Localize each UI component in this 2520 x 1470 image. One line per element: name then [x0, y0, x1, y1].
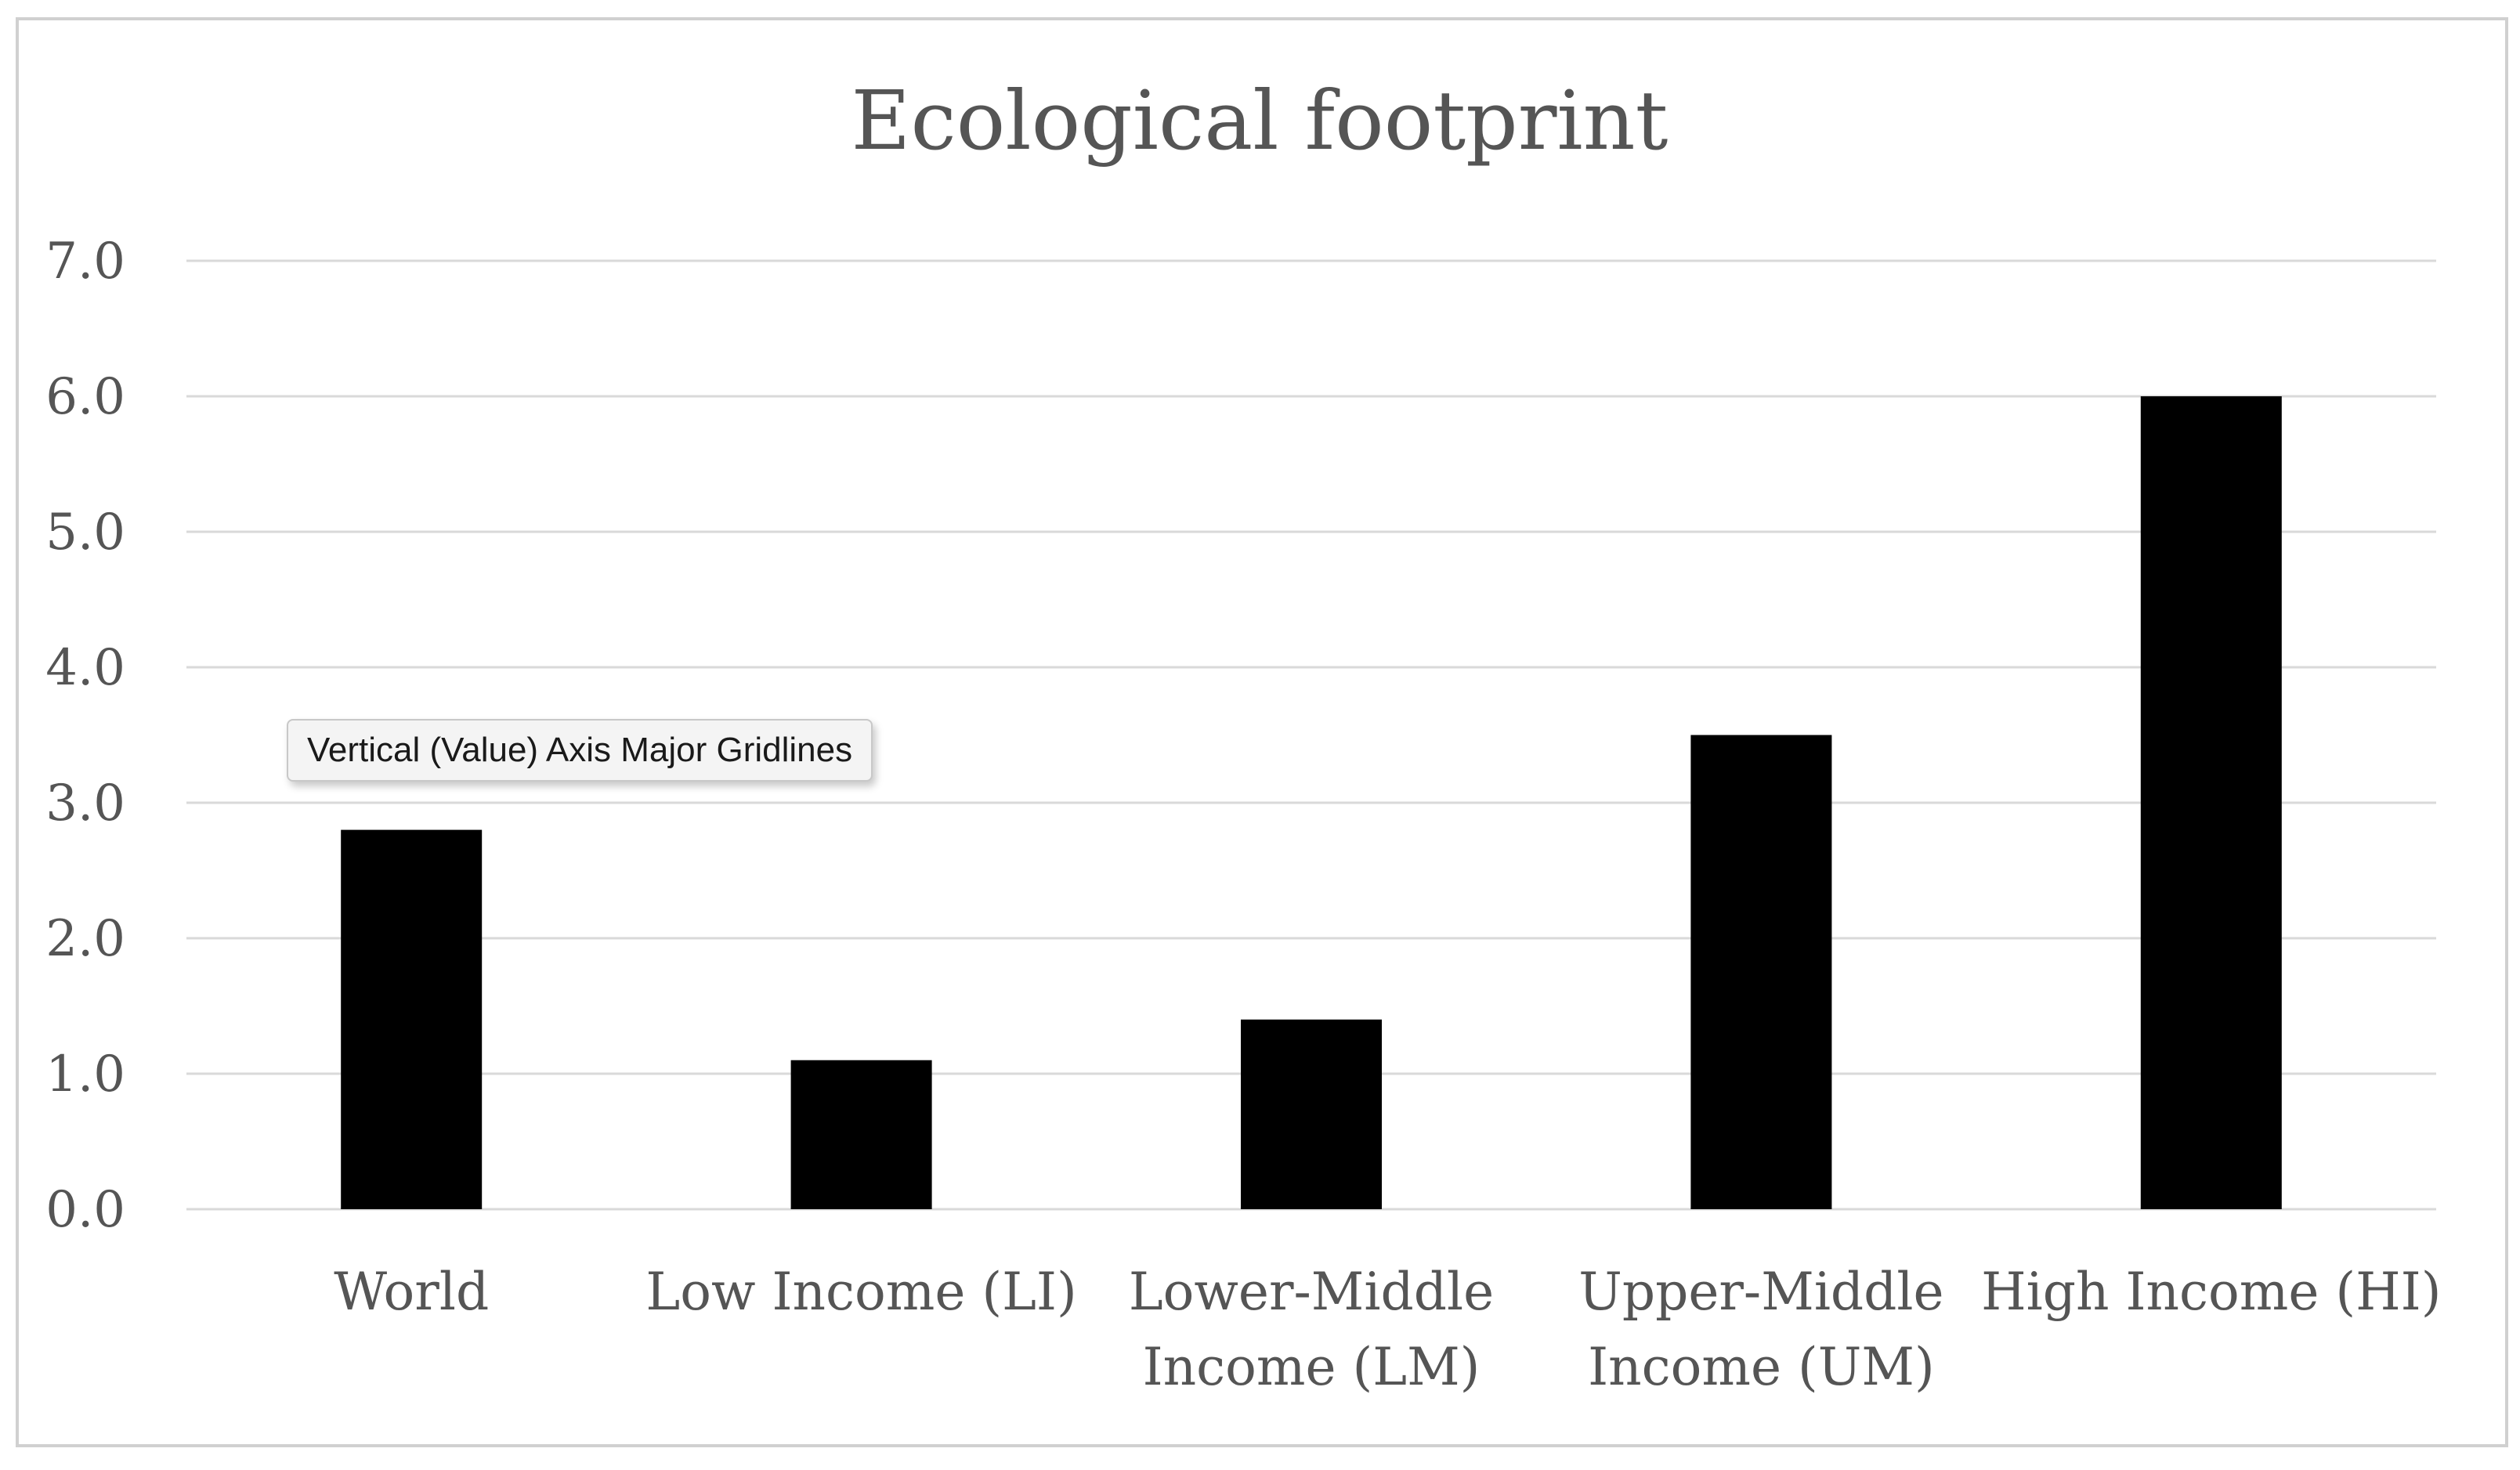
y-tick-label: 7.0 — [45, 233, 125, 291]
x-category-label: World — [334, 1262, 489, 1322]
x-category-label: Upper-Middle Income (UM) — [1578, 1262, 1943, 1397]
y-tick-label: 5.0 — [45, 504, 125, 562]
bar-3 — [1690, 735, 1832, 1209]
y-tick-label: 6.0 — [45, 368, 125, 426]
bar-4 — [2140, 396, 2282, 1209]
y-tick-label: 2.0 — [45, 910, 125, 968]
gridlines-tooltip: Vertical (Value) Axis Major Gridlines — [287, 719, 873, 782]
bar-1 — [790, 1060, 932, 1209]
y-tick-label: 4.0 — [45, 639, 125, 697]
x-category-label: Low Income (LI) — [645, 1262, 1076, 1322]
chart-title: Ecological footprint — [851, 73, 1669, 168]
bar-0 — [341, 829, 483, 1209]
y-tick-label: 3.0 — [45, 775, 125, 833]
bars — [341, 396, 2282, 1209]
x-category-label: Lower-Middle Income (LM) — [1129, 1262, 1494, 1397]
x-category-label: High Income (HI) — [1981, 1262, 2441, 1322]
y-tick-label: 0.0 — [45, 1181, 125, 1239]
x-axis-category-labels: World Low Income (LI) Lower-Middle Income (… — [334, 1262, 2441, 1397]
gridlines — [186, 259, 2436, 1211]
y-axis-tick-labels: 0.0 1.0 2.0 3.0 4.0 5.0 6.0 7.0 — [45, 233, 125, 1239]
y-tick-label: 1.0 — [45, 1046, 125, 1103]
bar-2 — [1241, 1019, 1382, 1209]
